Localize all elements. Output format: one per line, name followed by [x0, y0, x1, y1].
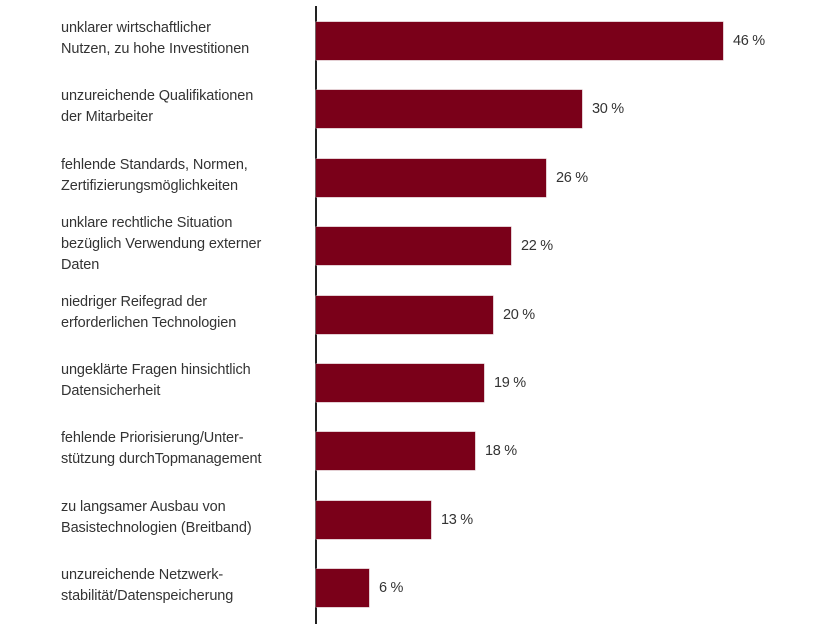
bar	[316, 501, 431, 539]
value-label: 18 %	[485, 443, 517, 459]
bar	[316, 22, 723, 60]
category-label: unzureichende Netzwerk- stabilität/Daten…	[61, 567, 234, 604]
category-label: unklarer wirtschaftlicher Nutzen, zu hoh…	[61, 20, 250, 57]
bar	[316, 432, 475, 470]
value-label: 19 %	[494, 375, 526, 391]
category-label: unzureichende Qualifikationen der Mitarb…	[61, 88, 254, 125]
value-label: 30 %	[592, 101, 624, 117]
bar	[316, 227, 511, 265]
bar	[316, 296, 493, 334]
category-label: niedriger Reifegrad der erforderlichen T…	[61, 294, 237, 331]
bar	[316, 90, 582, 128]
value-label: 20 %	[503, 307, 535, 323]
category-label: fehlende Priorisierung/Unter- stützung d…	[61, 430, 262, 467]
value-label: 26 %	[556, 170, 588, 186]
bar	[316, 364, 484, 402]
value-label: 46 %	[733, 33, 765, 49]
category-label: unklare rechtliche Situation bezüglich V…	[61, 214, 262, 273]
category-axis-line	[315, 6, 317, 624]
value-label: 6 %	[379, 580, 404, 596]
value-label: 13 %	[441, 512, 473, 528]
category-label: ungeklärte Fragen hinsichtlich Datensich…	[61, 362, 251, 399]
value-label: 22 %	[521, 238, 553, 254]
category-label: fehlende Standards, Normen, Zertifizieru…	[61, 157, 248, 194]
category-label: zu langsamer Ausbau von Basistechnologie…	[61, 499, 252, 536]
bar	[316, 159, 546, 197]
bar	[316, 569, 369, 607]
